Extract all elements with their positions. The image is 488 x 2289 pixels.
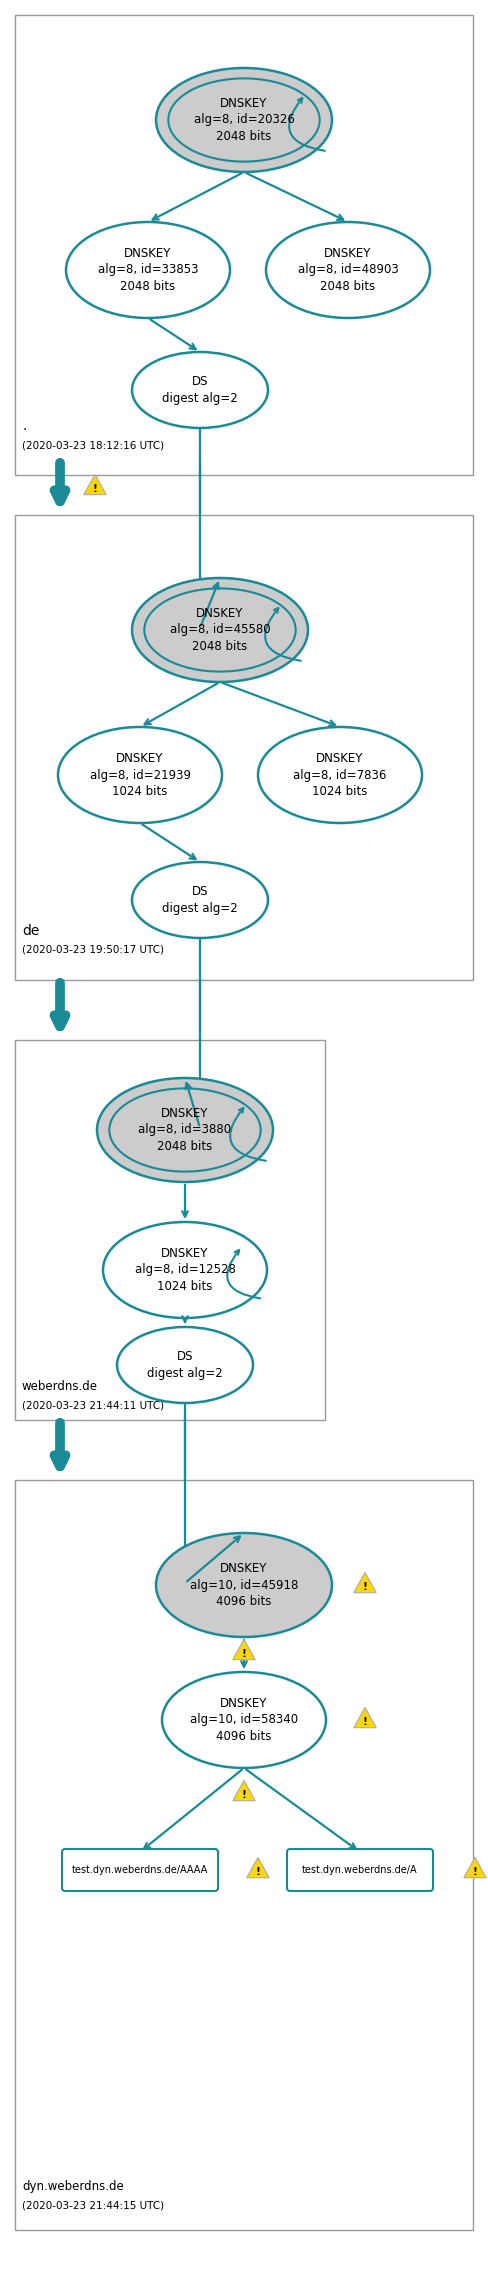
Ellipse shape: [132, 579, 308, 682]
Text: (2020-03-23 21:44:11 UTC): (2020-03-23 21:44:11 UTC): [22, 1401, 164, 1410]
Ellipse shape: [162, 1671, 326, 1767]
Ellipse shape: [132, 863, 268, 938]
Text: !: !: [472, 1868, 477, 1877]
Text: DNSKEY
alg=8, id=45580
2048 bits: DNSKEY alg=8, id=45580 2048 bits: [170, 607, 270, 652]
Ellipse shape: [58, 728, 222, 824]
Text: !: !: [242, 1648, 246, 1660]
Polygon shape: [354, 1573, 376, 1593]
Text: de: de: [22, 925, 40, 938]
Ellipse shape: [97, 1078, 273, 1181]
Text: DNSKEY
alg=8, id=7836
1024 bits: DNSKEY alg=8, id=7836 1024 bits: [293, 753, 386, 799]
Ellipse shape: [66, 222, 230, 318]
Bar: [15, 1481, 473, 2229]
Ellipse shape: [117, 1328, 253, 1403]
Text: !: !: [363, 1717, 367, 1728]
Polygon shape: [354, 1708, 376, 1728]
Text: DS
digest alg=2: DS digest alg=2: [147, 1351, 223, 1380]
Text: !: !: [93, 483, 98, 494]
Text: DNSKEY
alg=8, id=33853
2048 bits: DNSKEY alg=8, id=33853 2048 bits: [98, 247, 198, 293]
Ellipse shape: [258, 728, 422, 824]
Bar: [15, 16, 473, 476]
Text: dyn.weberdns.de: dyn.weberdns.de: [22, 2179, 124, 2193]
Polygon shape: [233, 1781, 255, 1801]
FancyBboxPatch shape: [287, 1850, 433, 1891]
Text: (2020-03-23 19:50:17 UTC): (2020-03-23 19:50:17 UTC): [22, 945, 164, 955]
Ellipse shape: [156, 69, 332, 172]
Text: DS
digest alg=2: DS digest alg=2: [162, 375, 238, 405]
Text: !: !: [256, 1868, 261, 1877]
FancyBboxPatch shape: [62, 1850, 218, 1891]
Text: test.dyn.weberdns.de/AAAA: test.dyn.weberdns.de/AAAA: [72, 1866, 208, 1875]
Text: DNSKEY
alg=8, id=20326
2048 bits: DNSKEY alg=8, id=20326 2048 bits: [194, 96, 294, 142]
Ellipse shape: [132, 353, 268, 428]
Text: DNSKEY
alg=10, id=58340
4096 bits: DNSKEY alg=10, id=58340 4096 bits: [190, 1696, 298, 1742]
Text: !: !: [242, 1790, 246, 1799]
Bar: [15, 1039, 325, 1419]
Polygon shape: [464, 1856, 486, 1877]
Text: DNSKEY
alg=8, id=3880
2048 bits: DNSKEY alg=8, id=3880 2048 bits: [139, 1108, 232, 1154]
Ellipse shape: [156, 1534, 332, 1637]
Text: test.dyn.weberdns.de/A: test.dyn.weberdns.de/A: [302, 1866, 418, 1875]
Polygon shape: [233, 1639, 255, 1660]
Text: .: .: [22, 419, 26, 433]
Text: (2020-03-23 21:44:15 UTC): (2020-03-23 21:44:15 UTC): [22, 2200, 164, 2209]
Bar: [15, 515, 473, 980]
Text: DNSKEY
alg=8, id=48903
2048 bits: DNSKEY alg=8, id=48903 2048 bits: [298, 247, 398, 293]
Text: DNSKEY
alg=8, id=12528
1024 bits: DNSKEY alg=8, id=12528 1024 bits: [135, 1248, 235, 1293]
Text: DNSKEY
alg=10, id=45918
4096 bits: DNSKEY alg=10, id=45918 4096 bits: [190, 1561, 298, 1607]
Text: !: !: [363, 1582, 367, 1593]
Ellipse shape: [266, 222, 430, 318]
Polygon shape: [247, 1856, 269, 1877]
Text: (2020-03-23 18:12:16 UTC): (2020-03-23 18:12:16 UTC): [22, 439, 164, 451]
Text: weberdns.de: weberdns.de: [22, 1380, 98, 1394]
Ellipse shape: [103, 1222, 267, 1318]
Text: DNSKEY
alg=8, id=21939
1024 bits: DNSKEY alg=8, id=21939 1024 bits: [89, 753, 190, 799]
Text: DS
digest alg=2: DS digest alg=2: [162, 886, 238, 916]
Polygon shape: [84, 474, 106, 494]
